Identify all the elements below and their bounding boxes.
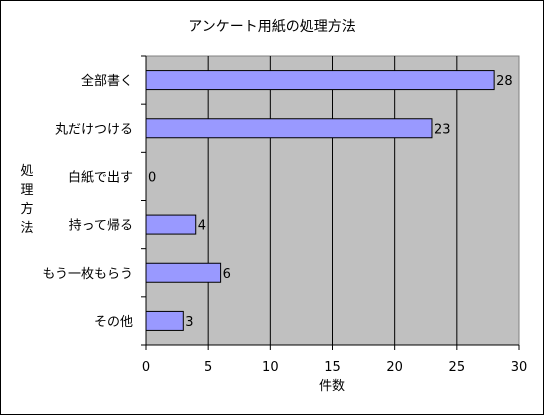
category-label: 持って帰る <box>69 218 133 234</box>
x-axis-label: 件数 <box>319 379 345 394</box>
x-tick-labels: 0 5 10 15 20 25 30 <box>142 360 527 375</box>
data-label: 23 <box>434 122 451 137</box>
bar <box>145 310 184 331</box>
bar <box>145 214 197 235</box>
data-label: 0 <box>148 170 156 185</box>
x-tick-label: 10 <box>262 360 279 375</box>
x-tick-label: 25 <box>449 360 466 375</box>
bar <box>145 118 433 139</box>
bar <box>145 262 222 283</box>
category-label: その他 <box>94 315 133 330</box>
category-label: 全部書く <box>81 73 133 89</box>
category-label: もう一枚もらう <box>42 267 133 282</box>
bars <box>145 70 495 331</box>
x-tick-label: 30 <box>511 360 528 375</box>
y-axis-label: 処理方法 <box>20 164 33 236</box>
x-tick-label: 15 <box>324 360 341 375</box>
bar <box>145 70 495 91</box>
data-label: 4 <box>198 219 206 234</box>
gridlines <box>141 55 520 350</box>
data-label: 3 <box>185 315 193 330</box>
chart-title: アンケート用紙の処理方法 <box>188 19 355 35</box>
data-label: 6 <box>223 267 231 282</box>
x-tick-label: 0 <box>142 360 150 375</box>
data-labels: 28 23 0 4 6 3 <box>148 74 513 330</box>
x-tick-label: 20 <box>386 360 403 375</box>
category-label: 丸だけつける <box>55 122 133 137</box>
data-label: 28 <box>496 74 513 89</box>
category-label: 白紙で出す <box>68 169 133 185</box>
x-tick-label: 5 <box>204 360 212 375</box>
